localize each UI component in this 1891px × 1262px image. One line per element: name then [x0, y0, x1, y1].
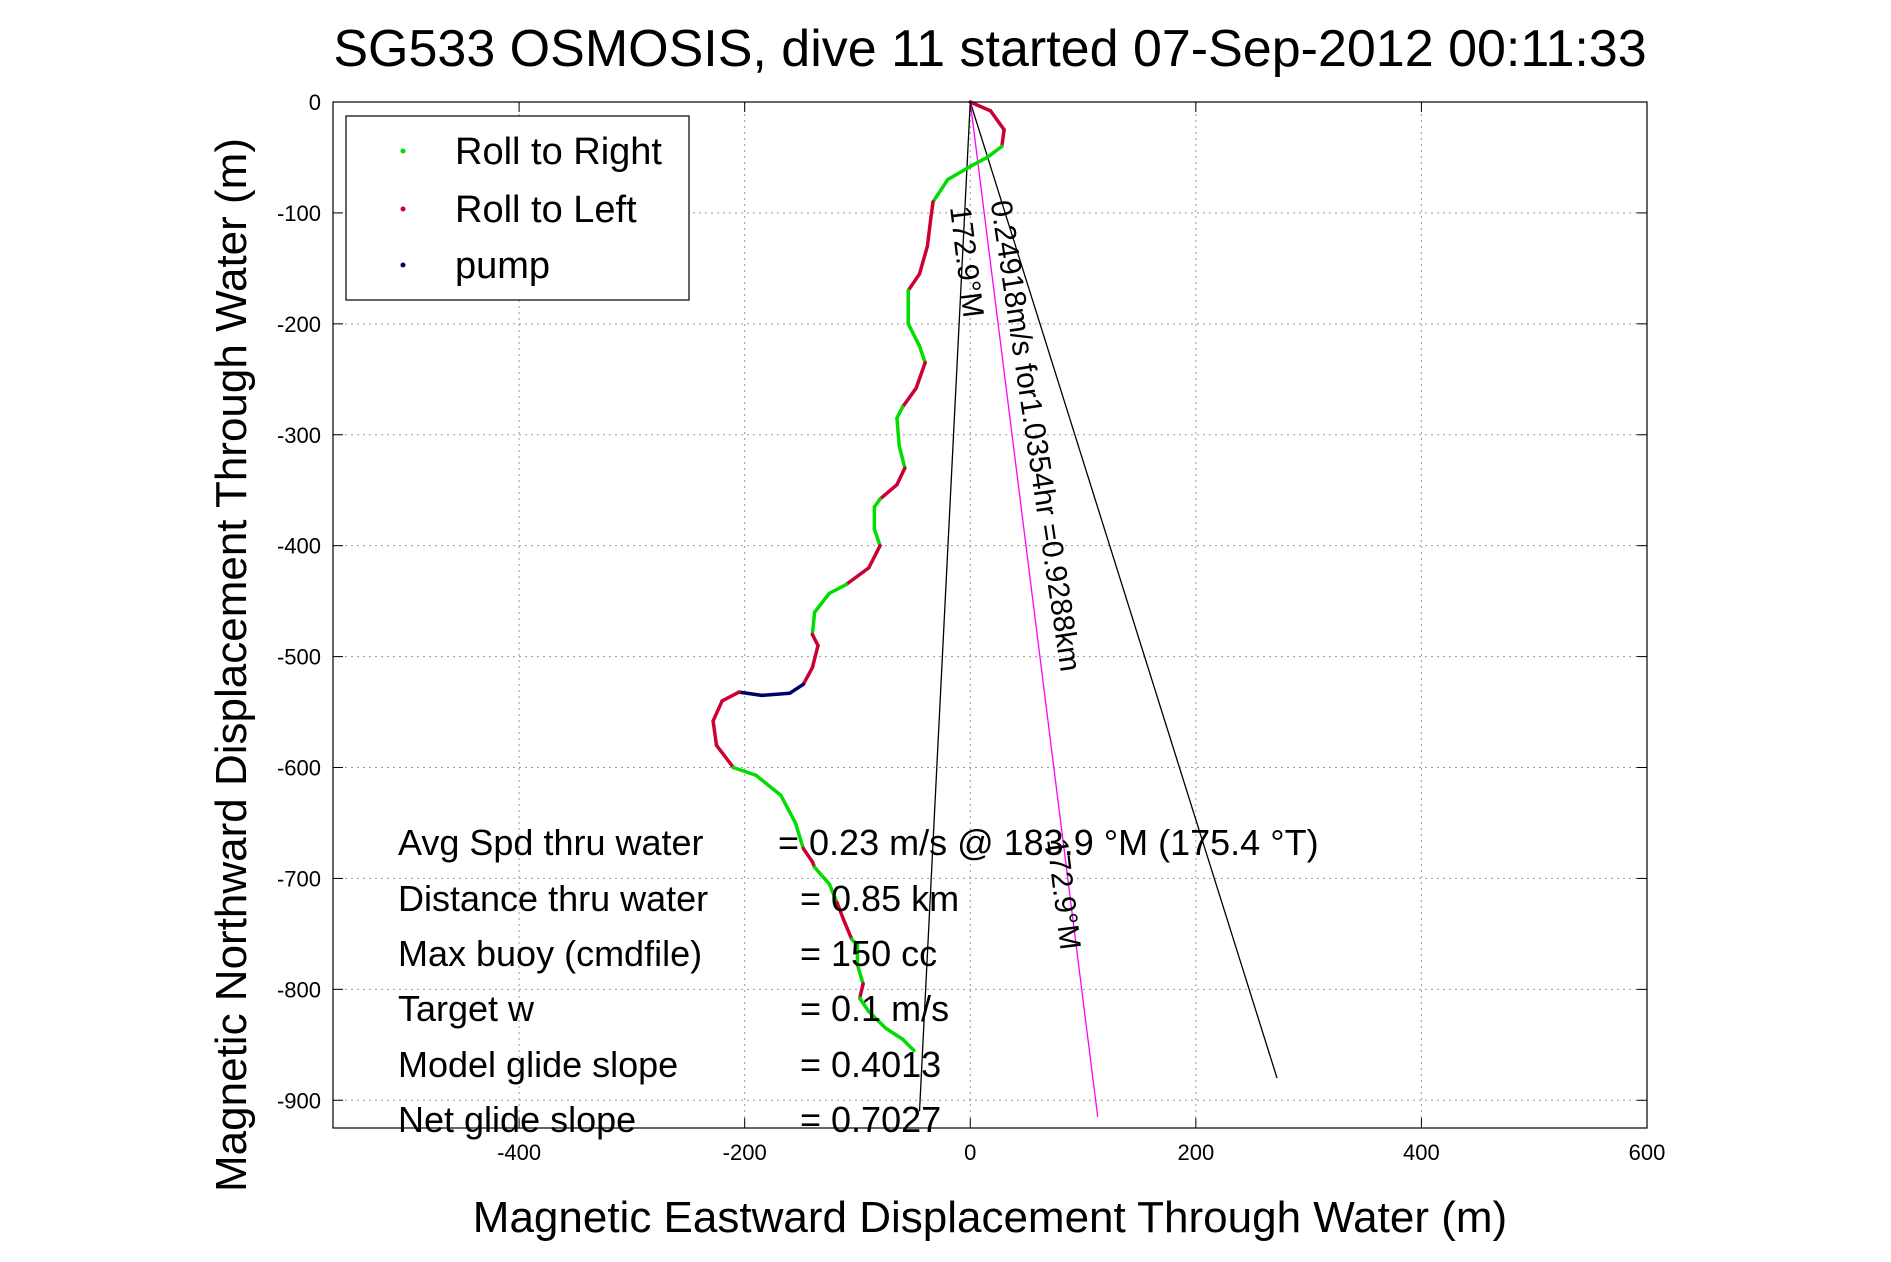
- track-pump-segment: [737, 690, 764, 698]
- track-roll-left-segment: [801, 665, 815, 687]
- track-roll-left-segment: [720, 690, 741, 703]
- track-roll-left-segment: [900, 386, 918, 409]
- legend: Roll to Right Roll to Left pump: [345, 115, 690, 301]
- track-roll-right-segment: [812, 865, 832, 886]
- track-roll-right-segment: [779, 793, 798, 825]
- dive-statistics: Avg Spd thru water = 0.23 m/s @ 183.9 °M…: [398, 822, 1319, 1140]
- y-tick-label: -500: [277, 645, 321, 670]
- track-roll-right-segment: [731, 765, 758, 778]
- reference-lines: [918, 101, 1278, 1117]
- x-tick-label: -400: [497, 1140, 541, 1165]
- stat-value-model-glide: = 0.4013: [800, 1044, 941, 1085]
- y-tick-label: -300: [277, 423, 321, 448]
- track-roll-left-segment: [801, 846, 815, 864]
- track-roll-left-segment: [842, 918, 854, 942]
- track-roll-right-segment: [985, 144, 1004, 160]
- x-tick-label: 400: [1403, 1140, 1440, 1165]
- track-roll-right-segment: [900, 1037, 916, 1053]
- stat-label-net-glide: Net glide slope: [398, 1099, 636, 1140]
- chart-title: SG533 OSMOSIS, dive 11 started 07-Sep-20…: [333, 20, 1646, 78]
- track-roll-right-segment: [793, 821, 806, 851]
- track-roll-right-segment: [810, 610, 817, 637]
- track-roll-right-segment: [897, 444, 907, 470]
- track-roll-left-segment: [714, 743, 736, 770]
- track-pump-segment: [759, 691, 792, 698]
- track-roll-right-segment: [917, 344, 927, 365]
- current-vector-line: [969, 101, 1099, 1117]
- track-roll-left-segment: [895, 466, 907, 487]
- stat-value-net-glide: = 0.7027: [800, 1099, 941, 1140]
- track-roll-right-segment: [895, 405, 905, 420]
- track-roll-left-segment: [857, 982, 865, 1000]
- y-tick-label: -900: [277, 1088, 321, 1113]
- wedge-right-line: [969, 101, 1278, 1079]
- track-roll-right-segment: [945, 164, 973, 182]
- y-tick-label: -400: [277, 534, 321, 559]
- y-tick-label: -600: [277, 756, 321, 781]
- stat-label-model-glide: Model glide slope: [398, 1044, 678, 1085]
- track-roll-left-segment: [835, 901, 846, 923]
- track-roll-left-segment: [1000, 127, 1006, 149]
- y-axis-title: Magnetic Northward Displacement Through …: [207, 138, 256, 1192]
- track-roll-right-segment: [827, 582, 848, 596]
- track-roll-right-segment: [855, 963, 865, 986]
- track-roll-left-segment: [878, 482, 899, 501]
- stat-value-avg-speed: = 0.23 m/s @ 183.9 °M (175.4 °T): [778, 822, 1319, 863]
- x-tick-label: 200: [1177, 1140, 1214, 1165]
- track-roll-left-segment: [925, 216, 933, 248]
- x-tick-label: 0: [964, 1140, 976, 1165]
- x-tick-label: -200: [723, 1140, 767, 1165]
- track-roll-left-segment: [968, 100, 993, 113]
- track-roll-left-segment: [917, 244, 930, 276]
- track-roll-left-segment: [810, 632, 820, 648]
- stat-label-target-w: Target w: [398, 988, 535, 1029]
- stat-label-avg-speed: Avg Spd thru water: [398, 822, 704, 863]
- axis-ticks: -400 -200 0 200 400 600 0 -100 -200 -300 -400 -500 -…: [277, 90, 1665, 1165]
- x-tick-label: 600: [1629, 1140, 1666, 1165]
- track-roll-left-segment: [929, 200, 935, 221]
- track-roll-left-segment: [711, 699, 724, 723]
- track-roll-left-segment: [711, 719, 719, 748]
- wedge-left-line: [918, 101, 971, 1112]
- track-roll-left-segment: [906, 272, 922, 293]
- y-tick-label: 0: [309, 90, 321, 115]
- track-roll-left-segment: [914, 360, 927, 390]
- legend-marker-pump: [400, 262, 406, 268]
- y-tick-label: -200: [277, 312, 321, 337]
- legend-label-roll-left: Roll to Left: [455, 189, 637, 231]
- track-roll-right-segment: [906, 322, 922, 348]
- stat-label-distance: Distance thru water: [398, 878, 708, 919]
- plot-frame: [332, 101, 1648, 1129]
- track-roll-right-segment: [754, 773, 783, 797]
- track-roll-left-segment: [810, 643, 820, 670]
- stat-value-max-buoy: = 150 cc: [800, 933, 937, 974]
- track-roll-right-segment: [968, 155, 989, 169]
- track-roll-left-segment: [867, 543, 882, 570]
- track-roll-right-segment: [812, 591, 832, 614]
- stat-value-target-w: = 0.1 m/s: [800, 988, 949, 1029]
- stat-value-distance: = 0.85 km: [800, 878, 959, 919]
- x-axis-title: Magnetic Eastward Displacement Through W…: [473, 1193, 1507, 1242]
- track-roll-right-segment: [827, 882, 839, 905]
- track-roll-left-segment: [988, 109, 1006, 132]
- legend-marker-roll-left: [400, 206, 406, 212]
- legend-marker-roll-right: [400, 148, 406, 154]
- track-pump-segment: [788, 682, 806, 695]
- legend-label-roll-right: Roll to Right: [455, 131, 662, 173]
- track-roll-left-segment: [844, 566, 871, 587]
- dive-track: [711, 100, 1006, 1053]
- track-roll-right-segment: [872, 527, 882, 548]
- track-roll-right-segment: [867, 1009, 888, 1030]
- y-tick-label: -800: [277, 977, 321, 1002]
- track-roll-right-segment: [883, 1026, 905, 1042]
- track-roll-right-segment: [857, 996, 871, 1014]
- y-tick-label: -700: [277, 866, 321, 891]
- y-tick-label: -100: [277, 201, 321, 226]
- track-roll-right-segment: [931, 177, 950, 204]
- track-roll-right-segment: [895, 416, 901, 448]
- legend-label-pump: pump: [455, 245, 550, 287]
- stat-label-max-buoy: Max buoy (cmdfile): [398, 933, 702, 974]
